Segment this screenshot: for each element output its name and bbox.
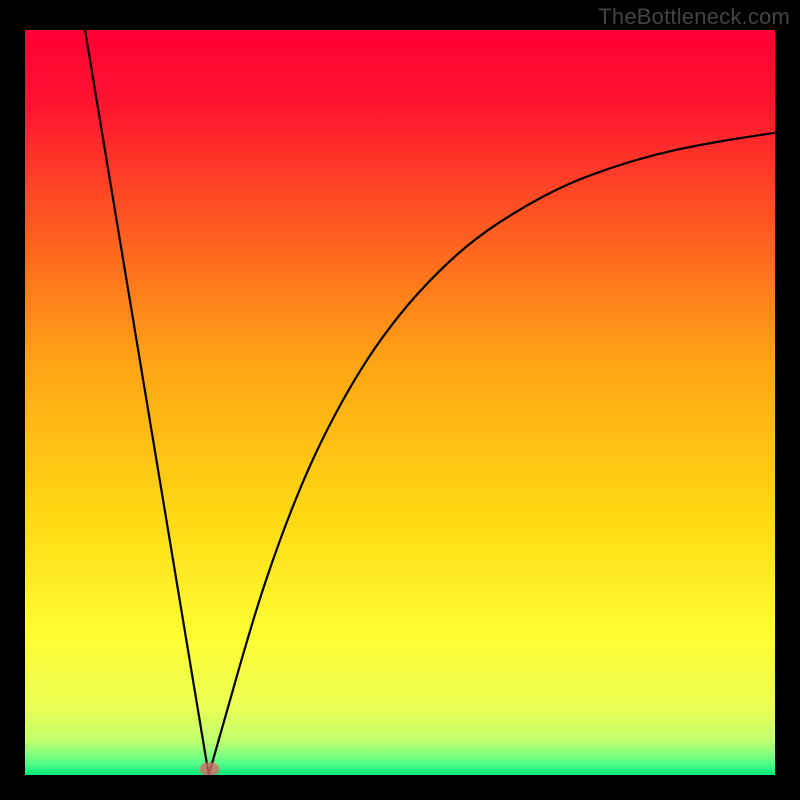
gradient-chart-svg bbox=[25, 30, 775, 775]
plot-area bbox=[25, 30, 775, 775]
chart-container: TheBottleneck.com bbox=[0, 0, 800, 800]
watermark-text: TheBottleneck.com bbox=[598, 4, 790, 30]
